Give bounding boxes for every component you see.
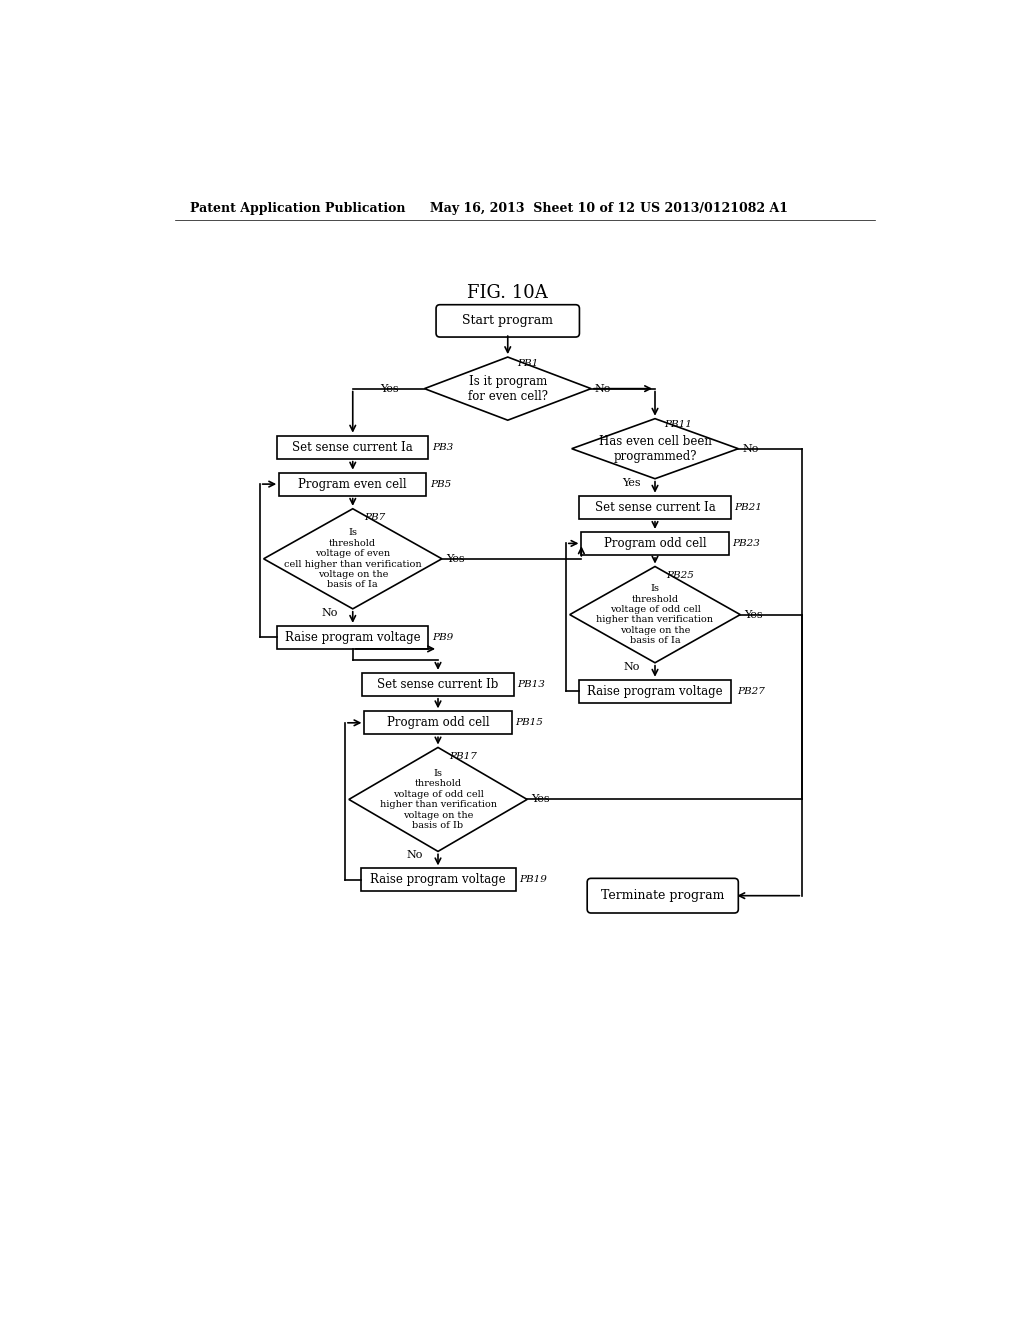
- Text: Yes: Yes: [623, 478, 641, 487]
- Polygon shape: [263, 508, 442, 609]
- Text: PB21: PB21: [734, 503, 762, 512]
- Bar: [580, 495, 730, 519]
- Text: No: No: [624, 661, 640, 672]
- Text: PB5: PB5: [430, 479, 452, 488]
- Text: Yes: Yes: [531, 795, 550, 804]
- Text: No: No: [407, 850, 423, 861]
- Bar: [360, 869, 515, 891]
- Text: Yes: Yes: [380, 384, 399, 393]
- Text: PB13: PB13: [517, 680, 546, 689]
- Text: Raise program voltage: Raise program voltage: [285, 631, 421, 644]
- Text: Set sense current Ia: Set sense current Ia: [293, 441, 413, 454]
- Text: PB15: PB15: [515, 718, 544, 727]
- Text: Start program: Start program: [462, 314, 553, 327]
- Text: PB25: PB25: [667, 572, 694, 581]
- Text: Program odd cell: Program odd cell: [604, 537, 707, 550]
- Text: Raise program voltage: Raise program voltage: [371, 874, 506, 887]
- Text: Yes: Yes: [445, 554, 464, 564]
- Text: No: No: [742, 444, 759, 454]
- Text: Program odd cell: Program odd cell: [387, 717, 489, 730]
- Text: Patent Application Publication: Patent Application Publication: [190, 202, 406, 215]
- Bar: [580, 680, 730, 702]
- Text: PB9: PB9: [432, 632, 454, 642]
- Text: PB11: PB11: [665, 420, 692, 429]
- Text: Yes: Yes: [744, 610, 763, 619]
- Text: PB7: PB7: [365, 513, 386, 523]
- Text: No: No: [595, 384, 611, 393]
- Text: PB19: PB19: [519, 875, 547, 884]
- Text: Raise program voltage: Raise program voltage: [587, 685, 723, 698]
- FancyBboxPatch shape: [436, 305, 580, 337]
- Text: PB1: PB1: [517, 359, 539, 368]
- Bar: [280, 473, 426, 496]
- Text: PB17: PB17: [450, 752, 477, 762]
- Polygon shape: [424, 358, 591, 420]
- Polygon shape: [349, 747, 527, 851]
- Bar: [278, 626, 428, 649]
- Text: Is
threshold
voltage of odd cell
higher than verification
voltage on the
basis o: Is threshold voltage of odd cell higher …: [380, 770, 497, 830]
- Text: Is it program
for even cell?: Is it program for even cell?: [468, 375, 548, 403]
- Bar: [362, 673, 514, 696]
- Text: Is
threshold
voltage of odd cell
higher than verification
voltage on the
basis o: Is threshold voltage of odd cell higher …: [597, 585, 714, 645]
- Text: FIG. 10A: FIG. 10A: [467, 284, 548, 302]
- Text: No: No: [322, 607, 338, 618]
- Text: PB27: PB27: [736, 686, 765, 696]
- Text: US 2013/0121082 A1: US 2013/0121082 A1: [640, 202, 787, 215]
- Text: Terminate program: Terminate program: [601, 890, 724, 902]
- Bar: [365, 711, 512, 734]
- Text: Set sense current Ia: Set sense current Ia: [595, 500, 716, 513]
- Bar: [582, 532, 729, 554]
- Bar: [278, 436, 428, 459]
- Text: Has even cell been
programmed?: Has even cell been programmed?: [599, 434, 712, 463]
- Text: PB3: PB3: [432, 442, 454, 451]
- Polygon shape: [571, 418, 738, 479]
- Text: May 16, 2013  Sheet 10 of 12: May 16, 2013 Sheet 10 of 12: [430, 202, 635, 215]
- FancyBboxPatch shape: [587, 878, 738, 913]
- Text: PB23: PB23: [732, 539, 761, 548]
- Text: Is
threshold
voltage of even
cell higher than verification
voltage on the
basis : Is threshold voltage of even cell higher…: [284, 528, 422, 589]
- Text: Set sense current Ib: Set sense current Ib: [377, 677, 499, 690]
- Text: Program even cell: Program even cell: [298, 478, 408, 491]
- Polygon shape: [569, 566, 740, 663]
